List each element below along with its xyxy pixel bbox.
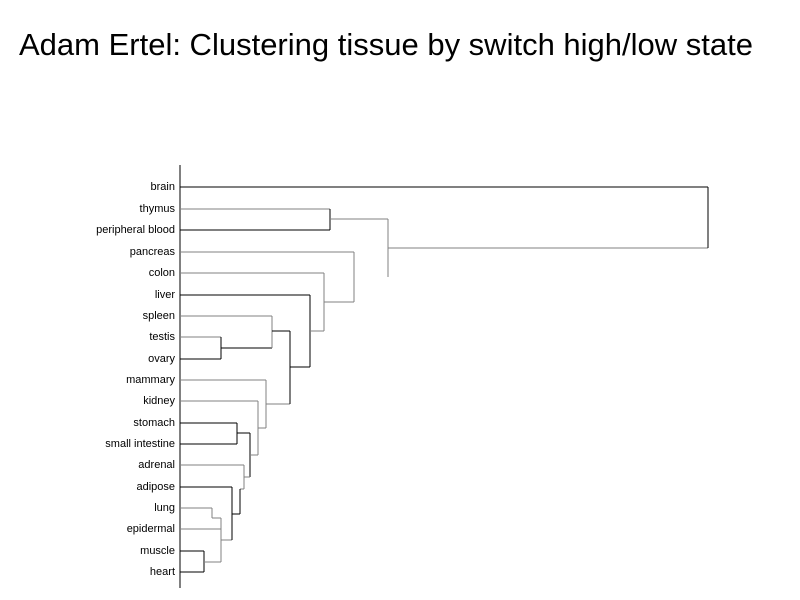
- leaf-label: peripheral blood: [96, 224, 175, 236]
- leaf-label: stomach: [133, 417, 175, 429]
- leaf-label: adrenal: [138, 459, 175, 471]
- dendrogram-branches: [180, 186, 709, 573]
- leaf-label: ovary: [148, 353, 175, 365]
- leaf-label: lung: [154, 502, 175, 514]
- leaf-label: thymus: [140, 203, 176, 215]
- leaf-label: colon: [149, 267, 175, 279]
- leaf-label: small intestine: [105, 438, 175, 450]
- leaf-label: heart: [150, 566, 175, 578]
- leaf-label: epidermal: [127, 523, 175, 535]
- leaf-label: brain: [151, 181, 175, 193]
- leaf-label: mammary: [126, 374, 175, 386]
- slide-title: Adam Ertel: Clustering tissue by switch …: [19, 27, 753, 62]
- leaf-label: spleen: [143, 310, 175, 322]
- leaf-label: kidney: [143, 395, 175, 407]
- leaf-label: pancreas: [130, 246, 176, 258]
- leaf-label: liver: [155, 289, 176, 301]
- leaf-label: muscle: [140, 545, 175, 557]
- leaf-label: testis: [149, 331, 175, 343]
- leaf-label: adipose: [136, 481, 175, 493]
- leaf-labels: brain thymus peripheral blood pancreas c…: [96, 181, 175, 578]
